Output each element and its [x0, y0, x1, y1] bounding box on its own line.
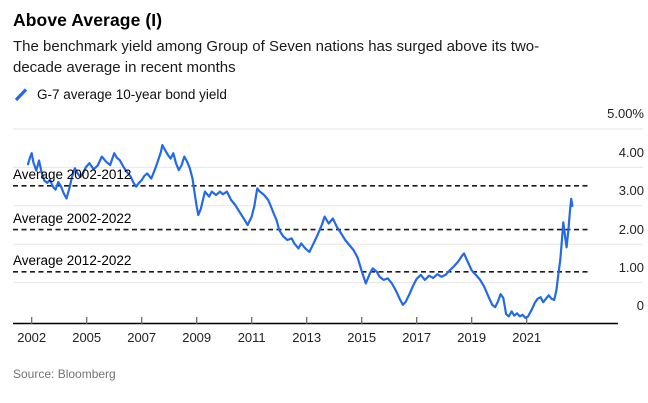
x-axis-label-2009: 2009	[182, 330, 212, 345]
x-axis-label-2007: 2007	[127, 330, 157, 345]
reference-line-label-0: Average 2002-2012	[13, 167, 132, 183]
y-axis-label-0: 0	[636, 298, 644, 314]
x-axis-label-2015: 2015	[347, 330, 377, 345]
source-note: Source: Bloomberg	[13, 367, 116, 381]
chart-title: Above Average (I)	[13, 10, 163, 30]
chart-subtitle: The benchmark yield among Group of Seven…	[13, 36, 628, 78]
legend: G-7 average 10-year bond yield	[13, 87, 227, 102]
x-axis-label-2021: 2021	[512, 330, 542, 345]
reference-line-label-2: Average 2012-2022	[13, 253, 132, 269]
x-axis-label-2013: 2013	[292, 330, 322, 345]
y-axis-label-2.00: 2.00	[618, 221, 644, 237]
y-axis-label-4.00: 4.00	[618, 144, 644, 160]
bond-yield-line	[26, 144, 574, 319]
legend-line-slash-icon	[14, 87, 28, 101]
y-axis-label-1.00: 1.00	[618, 260, 644, 275]
x-axis-label-2011: 2011	[237, 330, 266, 345]
x-axis-label-2002: 2002	[17, 330, 47, 345]
y-axis-label-3.00: 3.00	[618, 183, 644, 199]
x-axis-label-2005: 2005	[72, 330, 102, 345]
x-axis-label-2019: 2019	[457, 330, 487, 345]
chart-subtitle-line2: decade average in recent months	[13, 59, 236, 76]
reference-line-label-1: Average 2002-2022	[13, 211, 132, 227]
x-axis-label-2017: 2017	[402, 330, 432, 345]
y-axis-label-5.00%: 5.00%	[607, 106, 644, 122]
legend-label: G-7 average 10-year bond yield	[37, 87, 227, 102]
chart-subtitle-line1: The benchmark yield among Group of Seven…	[13, 38, 540, 55]
